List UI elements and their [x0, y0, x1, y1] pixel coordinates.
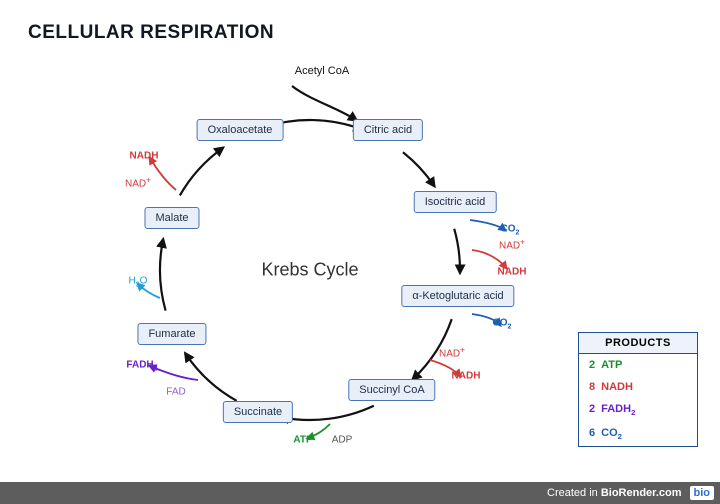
products-panel: PRODUCTS 2ATP8NADH2FADH26CO2 [578, 332, 698, 447]
node-isocitric: Isocitric acid [414, 191, 497, 213]
footer-bar: Created in BioRender.com bio [0, 482, 720, 504]
side-label: ADP [332, 435, 353, 446]
side-label: NAD+ [499, 236, 525, 251]
entry-label: Acetyl CoA [295, 65, 349, 77]
side-label: NAD+ [125, 174, 151, 189]
cycle-arrow [160, 240, 166, 310]
cycle-arrow [454, 229, 460, 272]
products-header: PRODUCTS [579, 333, 697, 354]
node-succinylcoa: Succinyl CoA [348, 379, 435, 401]
node-akg: α-Ketoglutaric acid [401, 285, 514, 307]
side-label: ATP [293, 435, 312, 446]
side-label: NADH [452, 371, 481, 382]
products-row: 8NADH [579, 376, 697, 398]
node-citric: Citric acid [353, 119, 423, 141]
side-label: CO2 [493, 318, 512, 331]
products-row: 2ATP [579, 354, 697, 376]
node-malate: Malate [144, 207, 199, 229]
center-label: Krebs Cycle [261, 260, 358, 281]
side-label: CO2 [501, 224, 520, 237]
node-oxalo: Oxaloacetate [197, 119, 284, 141]
page-title: CELLULAR RESPIRATION [28, 22, 274, 44]
side-label: FAD [166, 387, 185, 398]
side-label: H2O [129, 276, 148, 289]
products-row: 2FADH2 [579, 398, 697, 422]
side-label: NADH [498, 267, 527, 278]
node-fumarate: Fumarate [137, 323, 206, 345]
side-label: NAD+ [439, 344, 465, 359]
node-succinate: Succinate [223, 401, 293, 423]
cycle-arrow [180, 148, 223, 195]
cycle-arrow [403, 152, 434, 185]
branch-arrow [472, 250, 506, 268]
cycle-arrow [186, 354, 237, 401]
cycle-arrow [282, 406, 374, 420]
products-row: 6CO2 [579, 422, 697, 446]
biorender-badge-icon: bio [690, 486, 715, 500]
side-label: FADH2 [126, 360, 157, 373]
branch-arrow [150, 158, 176, 190]
footer-text: Created in BioRender.com [547, 487, 682, 499]
side-label: NADH [130, 151, 159, 162]
